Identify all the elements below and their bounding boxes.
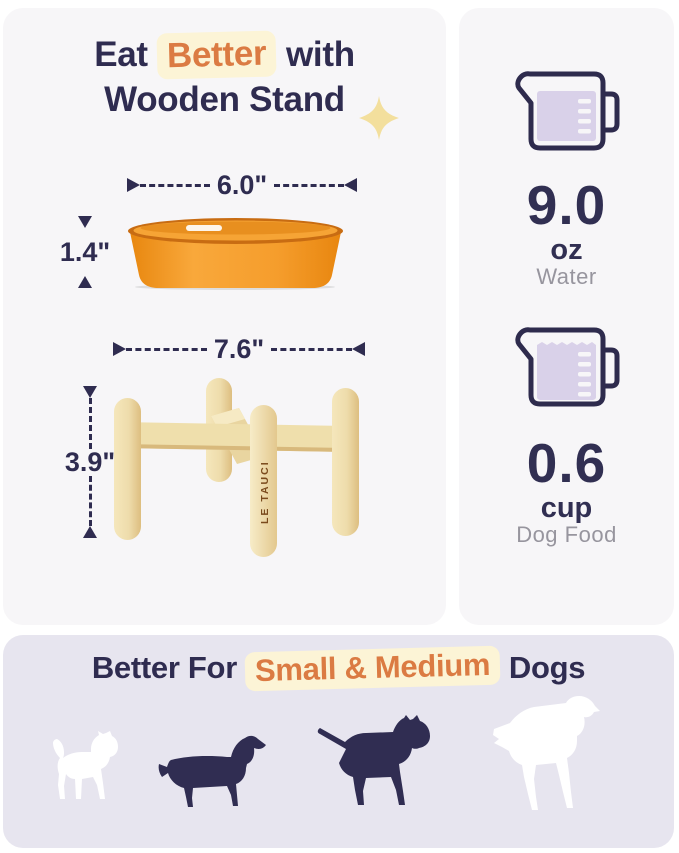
stand-height-label: 3.9" [64, 446, 116, 477]
dog-size-heading: Better For Small & Medium Dogs [3, 645, 674, 692]
arrowhead-down-icon [78, 216, 92, 228]
title-text-post: with [286, 35, 355, 74]
dog-size-panel: Better For Small & Medium Dogs [3, 635, 674, 848]
dashed-line [88, 398, 92, 449]
dachshund-silhouette-icon [158, 735, 266, 807]
heading-text-post: Dogs [508, 650, 586, 685]
measuring-cup-water-icon [515, 71, 620, 151]
bowl-width-label: 6.0" [216, 169, 268, 200]
dashed-line [271, 347, 352, 351]
food-label: Dog Food [516, 522, 617, 547]
water-amount: 9.0 [526, 174, 607, 236]
measuring-cup-food-icon [515, 327, 620, 407]
stand-height-dimension: 3.9" [45, 386, 135, 538]
bowl-width-dimension: 6.0" [127, 169, 357, 200]
wooden-stand-image: LE TAUCI [114, 378, 359, 557]
arrowhead-up-icon [83, 526, 97, 538]
dashed-line [126, 347, 207, 351]
stand-side-rail [119, 422, 347, 452]
capacity-panel: 9.0 oz Water 0.6 cup Dog Food [459, 8, 674, 625]
stand-left-leg [114, 398, 141, 540]
title-text-pre: Eat [94, 35, 148, 74]
water-unit: oz [550, 234, 583, 266]
dashed-line [274, 183, 344, 187]
title-highlight: Better [156, 30, 278, 80]
food-unit: cup [540, 492, 593, 524]
food-amount: 0.6 [526, 432, 607, 494]
bull-terrier-silhouette-icon [317, 715, 430, 805]
bowl-height-label: 1.4" [59, 236, 111, 267]
dimensions-panel: Eat Better with Wooden Stand 6.0" 1.4" [3, 8, 446, 625]
heading-highlight: Small & Medium [244, 645, 501, 692]
arrowhead-right-icon [127, 178, 140, 192]
stand-width-dimension: 7.6" [113, 333, 365, 364]
arrowhead-down-icon [83, 386, 97, 398]
brand-text: LE TAUCI [259, 460, 271, 524]
arrowhead-up-icon [78, 276, 92, 288]
chihuahua-silhouette-icon [53, 731, 118, 799]
arrowhead-right-icon [113, 342, 126, 356]
orange-bowl-image [128, 218, 343, 290]
stand-front-leg [250, 405, 277, 557]
sparkle-icon [359, 96, 399, 140]
title-line2: Wooden Stand [104, 80, 345, 119]
stand-width-label: 7.6" [213, 333, 265, 364]
stand-right-leg [332, 388, 359, 536]
bowl-height-dimension: 1.4" [47, 216, 123, 288]
dashed-line [88, 475, 92, 526]
water-label: Water [536, 264, 597, 289]
golden-retriever-silhouette-icon [493, 696, 600, 810]
heading-text-pre: Better For [91, 650, 237, 685]
dashed-line [140, 183, 210, 187]
panel-title: Eat Better with Wooden Stand [3, 30, 446, 121]
arrowhead-left-icon [344, 178, 357, 192]
arrowhead-left-icon [352, 342, 365, 356]
